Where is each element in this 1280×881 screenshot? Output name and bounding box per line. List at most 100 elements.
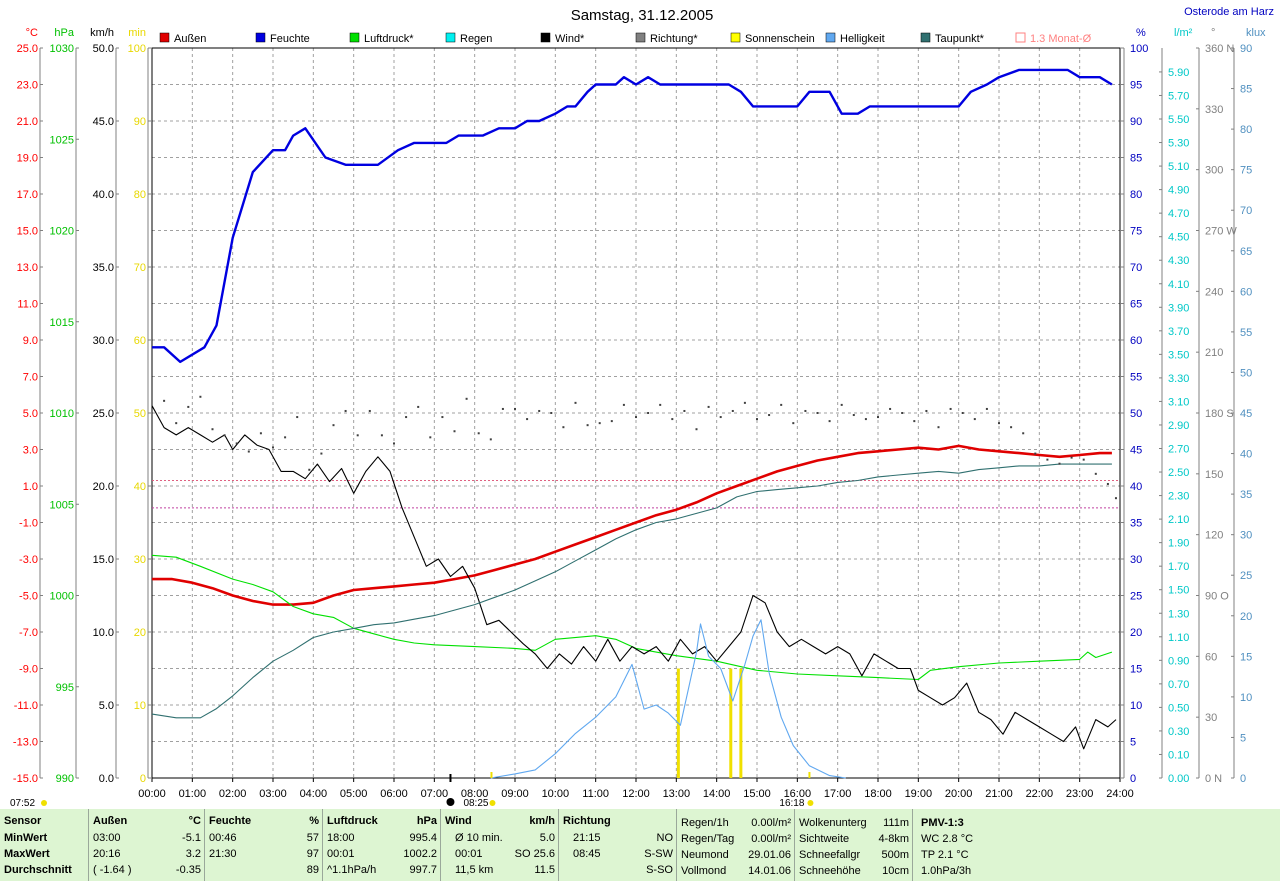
col-richtung: Richtung 21:15 NO 08:45 S-SW S-SO bbox=[558, 809, 677, 881]
legend-swatch bbox=[159, 32, 170, 43]
tick-label: 9.0 bbox=[23, 335, 38, 347]
aussen-max-time: 20:16 bbox=[93, 848, 121, 860]
tick-label: 60 bbox=[1130, 335, 1142, 347]
direction-points bbox=[163, 395, 1117, 500]
x-tick-label: 03:00 bbox=[259, 788, 287, 800]
direction-point bbox=[877, 416, 879, 419]
tick-label: 80 bbox=[134, 189, 146, 201]
direction-point bbox=[393, 442, 395, 445]
sunset-icon bbox=[807, 800, 814, 806]
tick-label: 5.90 bbox=[1168, 67, 1189, 79]
tick-label: 0.50 bbox=[1168, 702, 1189, 714]
x-tick-label: 12:00 bbox=[622, 788, 650, 800]
now-dot bbox=[446, 798, 455, 806]
aussen-header: Außen bbox=[93, 815, 128, 827]
direction-point bbox=[223, 434, 226, 437]
x-tick-label: 10:00 bbox=[542, 788, 570, 800]
direction-point bbox=[187, 405, 190, 408]
legend-label: Außen bbox=[174, 33, 206, 45]
aussen-avg-note: ( -1.64 ) bbox=[93, 864, 132, 876]
legend-label: Wind* bbox=[555, 33, 585, 45]
col-wolken: Wolkenunterg 111m Sichtweite 4-8km Schneef… bbox=[794, 809, 913, 881]
tick-label: 40 bbox=[134, 481, 146, 493]
tick-label: 100 bbox=[1130, 43, 1148, 55]
vollmond-value: 14.01.06 bbox=[748, 865, 791, 877]
direction-point bbox=[998, 422, 1000, 425]
direction-point bbox=[489, 438, 492, 441]
direction-point bbox=[538, 409, 541, 412]
direction-point bbox=[332, 424, 335, 427]
legend-swatch bbox=[635, 32, 646, 43]
x-tick-label: 05:00 bbox=[340, 788, 368, 800]
tick-label: 0.30 bbox=[1168, 726, 1189, 738]
axis-unit: °C bbox=[26, 27, 38, 39]
x-tick-label: 19:00 bbox=[905, 788, 933, 800]
tick-label: 300 bbox=[1205, 165, 1223, 177]
schneefallgr-value: 500m bbox=[881, 849, 909, 861]
axis-unit: ° bbox=[1211, 27, 1215, 39]
x-tick-label: 15:00 bbox=[743, 788, 771, 800]
tick-label: 2.70 bbox=[1168, 444, 1189, 456]
tick-label: 90 O bbox=[1205, 591, 1229, 603]
col-aussen: Außen °C 03:00 -5.1 20:16 3.2 ( -1.64 ) -0.3… bbox=[88, 809, 205, 881]
wolkenunterg-label: Wolkenunterg bbox=[799, 817, 867, 829]
reference-lines bbox=[152, 480, 1120, 509]
legend-swatch bbox=[825, 32, 836, 43]
tick-label: 10 bbox=[134, 700, 146, 712]
x-tick-label: 13:00 bbox=[663, 788, 691, 800]
legend-label: Taupunkt* bbox=[935, 33, 985, 45]
tick-label: 5 bbox=[1240, 732, 1246, 744]
tick-label: 5.50 bbox=[1168, 114, 1189, 126]
direction-point bbox=[308, 468, 311, 471]
x-tick-label: 24:00 bbox=[1106, 788, 1134, 800]
richtung-max-value: S-SW bbox=[644, 848, 673, 860]
tick-label: 0.70 bbox=[1168, 679, 1189, 691]
axis-unit: klux bbox=[1246, 27, 1266, 39]
tick-label: 50 bbox=[1240, 367, 1252, 379]
luftdruck-avg-value: 997.7 bbox=[409, 864, 437, 876]
tick-label: 15.0 bbox=[17, 226, 38, 238]
tick-label: 995 bbox=[56, 682, 74, 694]
tick-label: 40 bbox=[1130, 481, 1142, 493]
tick-label: 5 bbox=[1130, 737, 1136, 749]
tick-label: 0 N bbox=[1205, 773, 1222, 785]
tick-label: 100 bbox=[128, 43, 146, 55]
direction-point bbox=[695, 428, 698, 431]
tick-label: 70 bbox=[1240, 205, 1252, 217]
richtung-min-value: NO bbox=[656, 832, 674, 844]
tick-label: 4.50 bbox=[1168, 232, 1189, 244]
legend-swatch bbox=[1015, 32, 1026, 43]
feuchte-min-time: 00:46 bbox=[209, 832, 237, 844]
direction-point bbox=[864, 418, 867, 421]
direction-point bbox=[235, 442, 238, 445]
tick-label: 3.90 bbox=[1168, 302, 1189, 314]
tick-label: -13.0 bbox=[13, 737, 38, 749]
richtung-min-time: 21:15 bbox=[573, 832, 601, 844]
tick-label: 180 S bbox=[1205, 408, 1234, 420]
neumond-value: 29.01.06 bbox=[748, 849, 791, 861]
legend-label: Feuchte bbox=[270, 33, 310, 45]
tick-label: -9.0 bbox=[19, 664, 38, 676]
tick-label: 35 bbox=[1240, 489, 1252, 501]
tick-label: 70 bbox=[134, 262, 146, 274]
direction-point bbox=[211, 428, 214, 431]
tick-label: 0 bbox=[1130, 773, 1136, 785]
tick-label: 35.0 bbox=[93, 262, 114, 274]
direction-point bbox=[247, 450, 250, 453]
tick-label: 1005 bbox=[50, 499, 74, 511]
tick-label: 30 bbox=[1205, 712, 1217, 724]
tick-label: 75 bbox=[1240, 165, 1252, 177]
summary-table: Sensor MinWert MaxWert Durchschnitt Auße… bbox=[0, 809, 1280, 881]
tick-label: 65 bbox=[1130, 299, 1142, 311]
sunset-time: 16:18 bbox=[779, 798, 804, 809]
legend-label: Luftdruck* bbox=[364, 33, 414, 45]
direction-point bbox=[574, 401, 577, 404]
sun-info: 08:25 16:18 07:52 bbox=[10, 772, 814, 809]
tick-label: 85 bbox=[1130, 153, 1142, 165]
direction-point bbox=[1106, 482, 1109, 485]
direction-point bbox=[356, 434, 359, 437]
feuchte-max-time: 21:30 bbox=[209, 848, 237, 860]
legend-swatch bbox=[920, 32, 931, 43]
x-axis: 00:00 01:00 02:00 03:00 04:00 05:00 06:00 07:00… bbox=[138, 774, 1134, 806]
tick-label: 20 bbox=[134, 627, 146, 639]
